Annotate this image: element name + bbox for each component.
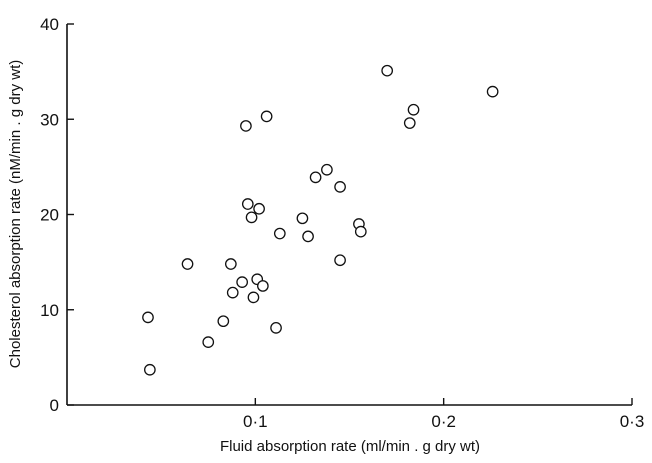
y-tick-label: 20 [40, 206, 59, 225]
data-point [321, 163, 333, 176]
data-point [142, 311, 154, 324]
data-point [241, 198, 254, 210]
data-point [334, 181, 346, 193]
data-point [253, 202, 265, 215]
y-tick-label: 0 [50, 396, 59, 415]
data-point [302, 230, 314, 243]
data-points [142, 64, 499, 376]
y-axis-title: Cholesterol absorption rate (nM/min . g … [7, 60, 24, 368]
data-point [309, 171, 322, 184]
data-point [257, 280, 269, 292]
data-point [144, 363, 156, 376]
x-axis-title: Fluid absorption rate (ml/min . g dry wt… [220, 438, 480, 455]
data-point [181, 258, 194, 270]
data-point [296, 212, 309, 225]
data-point [236, 276, 248, 288]
data-point [334, 254, 346, 267]
data-point [225, 258, 237, 270]
data-point [247, 291, 260, 304]
data-point [381, 64, 394, 77]
data-point [245, 211, 258, 224]
y-tick-label: 30 [40, 110, 59, 129]
data-point [226, 286, 239, 299]
data-point [217, 315, 230, 328]
data-point [486, 85, 499, 98]
y-tick-label: 40 [40, 15, 59, 34]
data-point [260, 110, 273, 123]
data-point [270, 321, 282, 334]
data-point [273, 227, 286, 240]
data-point [407, 103, 420, 116]
x-tick-label: 0·1 [243, 412, 268, 431]
axis-ticks: 0 10 20 30 40 0·1 0·2 0·3 [40, 15, 644, 431]
plot-area: 0 10 20 30 40 0·1 0·2 0·3 [40, 15, 644, 431]
data-point [354, 225, 367, 238]
data-point [403, 117, 416, 129]
x-tick-label: 0·2 [431, 412, 456, 431]
y-tick-label: 10 [40, 301, 59, 320]
data-point [202, 336, 215, 348]
x-tick-label: 0·3 [620, 412, 645, 431]
data-point [240, 120, 252, 132]
